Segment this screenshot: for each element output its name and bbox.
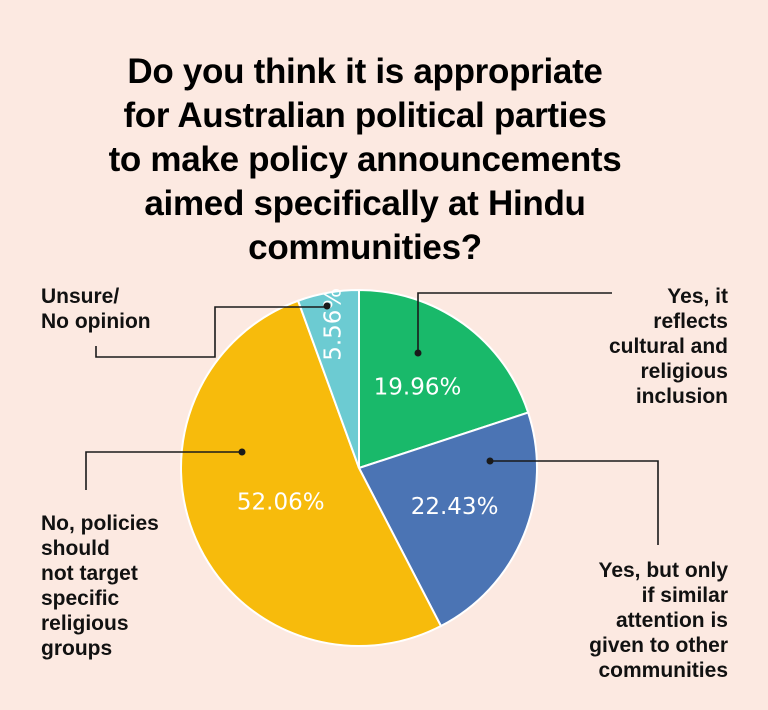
leader-line-yes-similar bbox=[490, 460, 659, 545]
slice-label-yes-inclusion: Yes, it reflects cultural and religious … bbox=[528, 284, 728, 409]
label-line: specific bbox=[41, 587, 120, 610]
title-line: Do you think it is appropriate bbox=[127, 52, 603, 91]
label-line: No opinion bbox=[41, 310, 151, 333]
leader-dot-yes-similar bbox=[486, 457, 494, 465]
label-line: Yes, but only bbox=[598, 559, 728, 582]
title-line: aimed specifically at Hindu bbox=[144, 184, 586, 223]
label-line: given to other bbox=[589, 634, 728, 657]
leader-lines bbox=[85, 292, 659, 545]
label-line: attention is bbox=[615, 609, 728, 632]
label-line: inclusion bbox=[635, 385, 728, 408]
leader-line-no-target bbox=[85, 451, 242, 490]
label-line: groups bbox=[41, 637, 113, 660]
label-line: religious bbox=[640, 360, 728, 383]
pie-slice-yes-similar bbox=[357, 411, 538, 628]
pie-slice-no-target bbox=[180, 299, 443, 647]
value-label-unsure: 5.56% bbox=[321, 288, 347, 361]
value-label-yes-inclusion: 19.96% bbox=[374, 374, 462, 400]
pie-slice-yes-inclusion bbox=[358, 288, 530, 470]
title-line: for Australian political parties bbox=[123, 96, 607, 135]
leader-line-yes-inclusion bbox=[417, 292, 612, 353]
label-line: Yes, it bbox=[667, 285, 728, 308]
label-line: reflects bbox=[653, 310, 728, 333]
chart-title: Do you think it is appropriate for Austr… bbox=[40, 50, 690, 270]
label-line: not target bbox=[41, 562, 138, 585]
slice-label-unsure: Unsure/ No opinion bbox=[41, 284, 151, 334]
slice-label-yes-similar: Yes, but only if similar attention is gi… bbox=[478, 558, 728, 683]
label-line: No, policies bbox=[41, 512, 159, 535]
leader-dot-yes-inclusion bbox=[414, 349, 422, 357]
label-line: religious bbox=[41, 612, 129, 635]
slice-label-no-target: No, policies should not target specific … bbox=[41, 511, 159, 661]
label-line: should bbox=[41, 537, 110, 560]
leader-line-unsure bbox=[95, 306, 328, 358]
leader-dot-unsure bbox=[323, 302, 331, 310]
pie-value-labels: 19.96% 22.43% 52.06% 5.56% bbox=[237, 288, 499, 520]
title-line: communities? bbox=[248, 228, 482, 267]
value-label-no-target: 52.06% bbox=[237, 489, 325, 515]
value-label-yes-similar: 22.43% bbox=[411, 494, 499, 520]
label-line: Unsure/ bbox=[41, 285, 120, 308]
leader-dot-no-target bbox=[238, 448, 246, 456]
label-line: if similar bbox=[641, 584, 728, 607]
label-line: cultural and bbox=[608, 335, 728, 358]
pie-slice-unsure bbox=[296, 288, 360, 469]
label-line: communities bbox=[598, 659, 728, 682]
title-line: to make policy announcements bbox=[108, 140, 622, 179]
pie-slices bbox=[180, 288, 538, 647]
